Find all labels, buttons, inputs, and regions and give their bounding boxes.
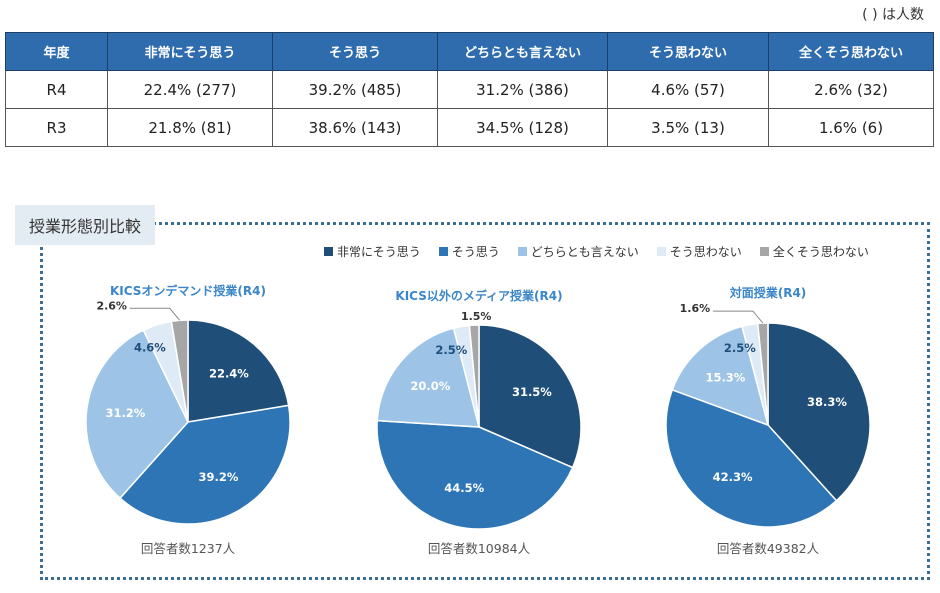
slice-label: 1.5%	[461, 310, 492, 323]
leader-line	[712, 310, 764, 324]
slice-label: 39.2%	[199, 470, 239, 484]
table-row: R3 21.8% (81) 38.6% (143) 34.5% (128) 3.…	[5, 108, 934, 147]
legend-swatch	[656, 247, 666, 256]
slice-label: 31.2%	[105, 406, 145, 420]
respondent-count: 回答者数1237人	[141, 541, 236, 556]
pie-slice	[376, 419, 574, 530]
pie-title: KICS以外のメディア授業(R4)	[395, 288, 562, 303]
summary-table: 年度 非常にそう思う そう思う どちらとも言えない そう思わない 全くそう思わな…	[5, 32, 934, 147]
slice-label: 15.3%	[705, 371, 745, 385]
header-disagree: そう思わない	[607, 32, 769, 71]
pie-slice	[478, 324, 582, 469]
slice-label: 20.0%	[410, 379, 450, 393]
pie-chart: 22.4% 39.2% 31.2% 4.6% 2.6%KICSオンデマンド授業(R4) 回…	[85, 283, 291, 556]
legend-label: 非常にそう思う	[337, 245, 421, 259]
legend-item: そう思わない	[656, 243, 742, 260]
respondent-count: 回答者数49382人	[717, 541, 820, 556]
table-cell: 3.5% (13)	[607, 108, 769, 147]
table-cell: 38.6% (143)	[272, 108, 438, 147]
panel-title: 授業形態別比較	[15, 205, 156, 245]
pie-slice	[187, 319, 290, 423]
chart-legend: 非常にそう思う そう思う どちらとも言えない そう思わない 全くそう思わない	[324, 243, 869, 260]
legend-item: そう思う	[438, 243, 500, 260]
cell-year: R4	[5, 70, 108, 109]
slice-label: 42.3%	[713, 470, 753, 484]
slice-label: 2.5%	[724, 341, 756, 355]
pie-slice	[671, 325, 770, 427]
slice-label: 44.5%	[444, 481, 484, 495]
slice-label: 2.6%	[96, 299, 127, 312]
pie-slice	[376, 327, 480, 428]
slice-label: 38.3%	[807, 395, 847, 409]
header-neutral: どちらとも言えない	[437, 32, 608, 71]
pie-title: 対面授業(R4)	[729, 285, 807, 300]
table-cell: 21.8% (81)	[107, 108, 273, 147]
legend-swatch	[324, 247, 333, 256]
pie-slice	[665, 388, 838, 528]
table-cell: 39.2% (485)	[272, 70, 438, 109]
legend-item: どちらとも言えない	[517, 243, 639, 260]
legend-item: 全くそう思わない	[759, 243, 869, 260]
table-cell: 22.4% (277)	[107, 70, 273, 109]
slice-label: 4.6%	[134, 341, 166, 355]
pie-slice	[767, 322, 871, 502]
cell-year: R3	[5, 108, 108, 147]
pie-slice	[119, 404, 291, 525]
slice-label: 31.5%	[512, 385, 552, 399]
pie-chart: 31.5% 44.5% 20.0% 2.5% 1.5% KICS以外のメディア授業(R4)…	[376, 288, 582, 556]
legend-label: どちらとも言えない	[530, 245, 639, 259]
pie-title: KICSオンデマンド授業(R4)	[110, 283, 266, 298]
legend-label: そう思わない	[669, 245, 742, 259]
table-cell: 1.6% (6)	[768, 108, 934, 147]
legend-label: 全くそう思わない	[772, 245, 869, 259]
header-strongly-agree: 非常にそう思う	[107, 32, 273, 71]
pie-slice	[756, 322, 769, 426]
header-agree: そう思う	[272, 32, 438, 71]
legend-item: 非常にそう思う	[324, 243, 421, 260]
table-cell: 4.6% (57)	[607, 70, 769, 109]
people-count-note: ( ) は人数	[862, 7, 924, 23]
legend-swatch	[759, 247, 769, 256]
pie-slice	[85, 329, 189, 500]
leader-line	[129, 307, 181, 321]
slice-label: 22.4%	[209, 366, 249, 380]
slice-label: 1.6%	[680, 302, 711, 315]
table-cell: 34.5% (128)	[437, 108, 608, 147]
table-header-row: 年度 非常にそう思う そう思う どちらとも言えない そう思わない 全くそう思わな…	[5, 32, 934, 71]
comparison-panel	[40, 222, 930, 580]
legend-swatch	[517, 247, 527, 256]
pie-slice	[170, 319, 189, 423]
pie-chart: 38.3% 42.3% 15.3% 2.5% 1.6% 対面授業(R4) 回答者数49382…	[665, 285, 871, 556]
respondent-count: 回答者数10984人	[428, 541, 531, 556]
table-cell: 2.6% (32)	[768, 70, 934, 109]
pie-slice	[468, 324, 480, 428]
slice-label: 2.5%	[435, 343, 467, 357]
legend-label: そう思う	[451, 245, 500, 259]
legend-swatch	[438, 247, 448, 256]
